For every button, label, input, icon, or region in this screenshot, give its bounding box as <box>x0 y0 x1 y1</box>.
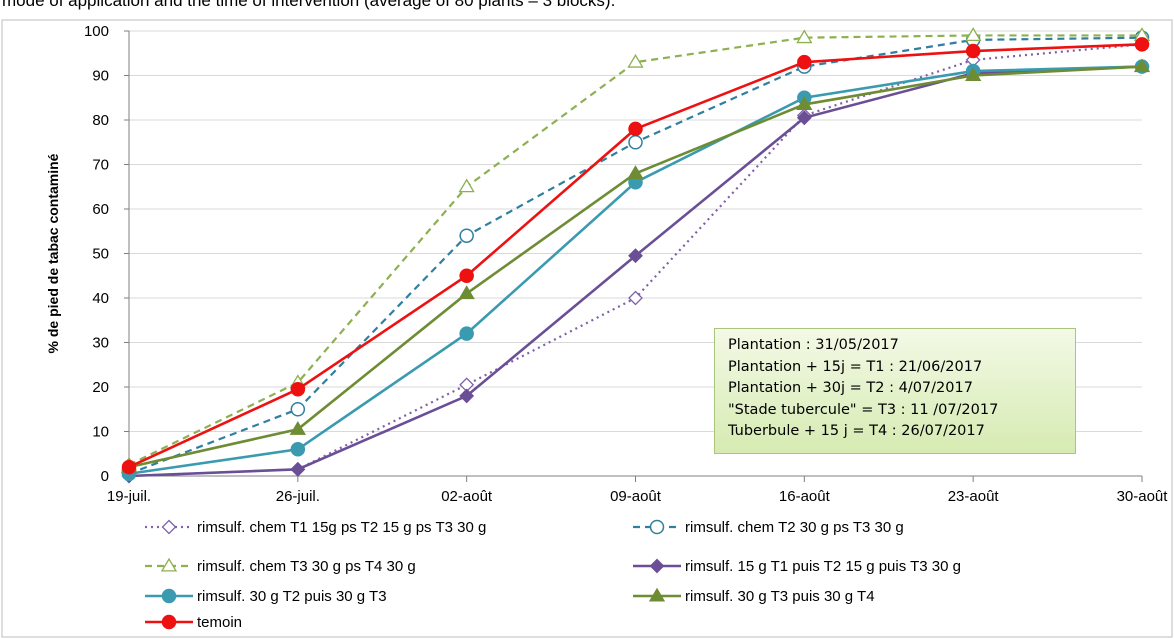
axes: 0 10 20 30 40 50 60 70 80 90 100 19-juil. 26-juil. 02… <box>84 23 1168 505</box>
y-tick-label: 20 <box>92 379 109 396</box>
y-tick-label: 70 <box>92 157 109 174</box>
legend-label: rimsulf. chem T1 15g ps T2 15 g ps T3 30… <box>197 519 486 536</box>
data-point <box>796 96 813 110</box>
info-line: Tuberbule + 15 j = T4 : 26/07/2017 <box>728 423 985 439</box>
data-point <box>289 420 306 435</box>
x-tick-label: 30-août <box>1117 488 1169 505</box>
data-point <box>628 248 643 264</box>
data-point <box>796 110 812 126</box>
legend: rimsulf. chem T1 15g ps T2 15 g ps T3 30… <box>145 519 961 631</box>
legend-item: rimsulf. 30 g T3 puis 30 g T4 <box>633 587 875 605</box>
x-tick-label: 02-août <box>441 488 493 505</box>
y-tick-label: 90 <box>92 68 109 85</box>
legend-marker <box>648 587 666 602</box>
data-point <box>459 228 474 243</box>
legend-item: temoin <box>145 614 242 631</box>
y-tick-label: 50 <box>92 246 109 263</box>
data-point <box>458 285 475 300</box>
info-line: Plantation + 15j = T1 : 21/06/2017 <box>728 358 983 375</box>
legend-item: rimsulf. chem T2 30 g ps T3 30 g <box>633 519 904 536</box>
legend-label: rimsulf. 30 g T2 puis 30 g T3 <box>197 588 387 605</box>
x-tick-label: 16-août <box>779 488 831 505</box>
y-tick-label: 10 <box>92 424 109 441</box>
series-6 <box>120 58 1151 473</box>
x-tick-label: 23-août <box>948 488 1000 505</box>
data-point <box>290 461 306 477</box>
y-tick-label: 40 <box>92 290 109 307</box>
data-point <box>459 268 474 283</box>
data-point <box>796 29 813 44</box>
data-point <box>459 388 475 404</box>
legend-item: rimsulf. 15 g T1 puis T2 15 g puis T3 30… <box>633 558 961 575</box>
data-point <box>290 381 306 397</box>
legend-label: rimsulf. 30 g T3 puis 30 g T4 <box>685 588 875 605</box>
y-tick-label: 0 <box>101 468 109 485</box>
series-lines <box>120 27 1151 484</box>
x-tick-label: 19-juil. <box>107 488 151 505</box>
data-point <box>627 53 644 68</box>
legend-label: rimsulf. chem T2 30 g ps T3 30 g <box>685 519 904 536</box>
info-line: Plantation : 31/05/2017 <box>728 337 899 353</box>
legend-marker <box>161 588 177 604</box>
data-point <box>965 27 982 41</box>
data-point <box>458 178 475 193</box>
legend-item: rimsulf. chem T1 15g ps T2 15 g ps T3 30… <box>145 519 486 536</box>
legend-marker <box>161 614 177 630</box>
y-tick-label: 60 <box>92 201 109 218</box>
data-point <box>290 442 306 457</box>
legend-label: rimsulf. 15 g T1 puis T2 15 g puis T3 30… <box>685 558 961 575</box>
info-line: Plantation + 30j = T2 : 4/07/2017 <box>728 380 973 396</box>
data-point <box>121 459 137 475</box>
x-tick-label: 09-août <box>610 488 662 505</box>
data-point <box>628 290 643 306</box>
y-tick-label: 100 <box>84 23 109 40</box>
legend-marker <box>649 519 665 535</box>
data-point <box>1134 37 1150 52</box>
legend-item: rimsulf. 30 g T2 puis 30 g T3 <box>145 588 387 605</box>
info-box: Plantation : 31/05/2017 Plantation + 15j… <box>714 328 1076 454</box>
y-tick-label: 80 <box>92 112 109 129</box>
data-point <box>459 326 474 341</box>
data-point <box>290 402 306 417</box>
data-point <box>965 43 981 59</box>
legend-marker <box>160 557 178 572</box>
data-point <box>965 67 982 82</box>
y-axis-title: % de pied de tabac contaminé <box>45 153 61 353</box>
legend-marker <box>161 519 177 535</box>
chart-border <box>1 19 1173 638</box>
data-point <box>628 135 643 150</box>
series-7 <box>121 37 1150 475</box>
data-point <box>628 121 643 137</box>
figure-caption: mode of application and the time of inte… <box>2 0 616 10</box>
legend-label: rimsulf. chem T3 30 g ps T4 30 g <box>197 558 416 575</box>
info-line: "Stade tubercule" = T3 : 11 /07/2017 <box>728 401 999 418</box>
y-tick-label: 30 <box>92 335 109 352</box>
data-point <box>1133 58 1151 73</box>
data-point <box>797 54 812 70</box>
legend-label: temoin <box>197 614 242 631</box>
x-tick-label: 26-juil. <box>276 488 320 505</box>
legend-marker <box>649 558 665 574</box>
data-point <box>627 165 644 179</box>
legend-item: rimsulf. chem T3 30 g ps T4 30 g <box>145 557 416 575</box>
